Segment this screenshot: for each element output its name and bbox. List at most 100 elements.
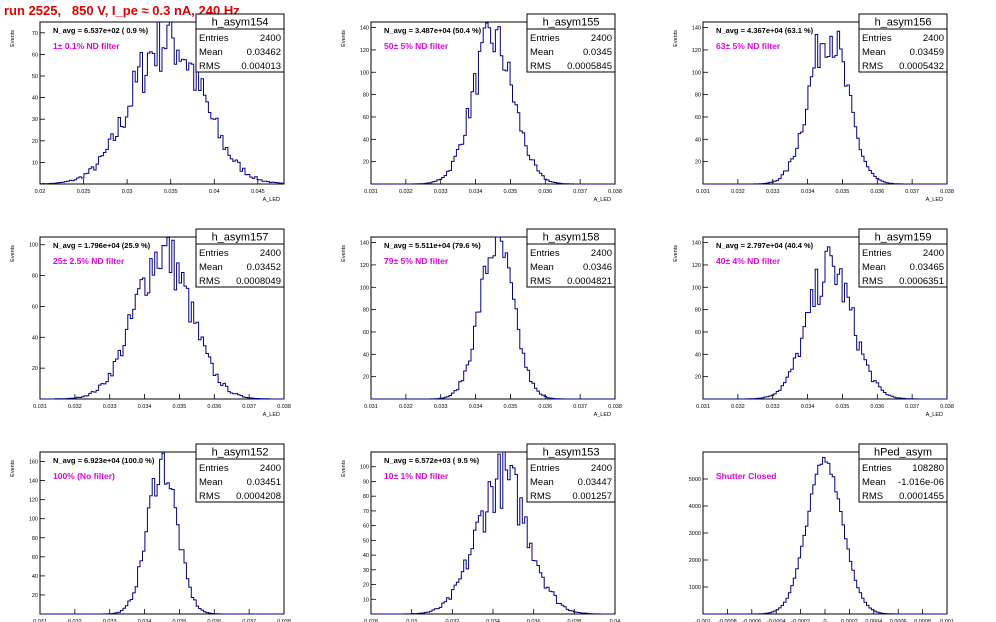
x-tick-label: 0.045 bbox=[251, 189, 265, 195]
y-tick-label: 70 bbox=[32, 31, 38, 37]
y-axis-label: Events bbox=[341, 30, 347, 47]
stats-title: h_asym158 bbox=[543, 232, 600, 244]
y-tick-label: 40 bbox=[32, 96, 38, 102]
stats-value: 0.001257 bbox=[572, 491, 612, 502]
stats-value: 0.03452 bbox=[247, 262, 281, 273]
y-tick-label: 10 bbox=[363, 597, 369, 603]
x-tick-label: 0.031 bbox=[364, 404, 378, 410]
navg-label: N_avg = 6.923e+04 (100.0 %) bbox=[53, 456, 155, 465]
y-tick-label: 1000 bbox=[689, 585, 701, 591]
x-tick-label: 0.031 bbox=[696, 189, 710, 195]
stats-value: 0.0001455 bbox=[899, 491, 944, 502]
stats-box bbox=[526, 443, 616, 503]
plot-frame bbox=[39, 236, 285, 400]
stats-value: 0.0005432 bbox=[899, 61, 944, 72]
x-tick-label: 0.036 bbox=[207, 404, 221, 410]
histogram-series bbox=[703, 30, 947, 185]
x-tick-label: 0.035 bbox=[173, 619, 187, 622]
stats-key: Entries bbox=[199, 463, 229, 474]
x-tick-label: 0.033 bbox=[434, 189, 448, 195]
stats-title: h_asym153 bbox=[543, 447, 600, 459]
stats-key: Mean bbox=[530, 47, 554, 58]
stats-value: 2400 bbox=[591, 248, 612, 259]
filter-note: Shutter Closed bbox=[716, 471, 776, 481]
y-tick-label: 20 bbox=[363, 160, 369, 166]
stats-key: RMS bbox=[862, 61, 883, 72]
histogram-panel-h_asym156: 0.031 0.032 0.033 0.034 0.035 0.036 0.037 0.038… bbox=[673, 13, 954, 203]
stats-value: 0.03462 bbox=[247, 47, 281, 58]
stats-value: 0.0005845 bbox=[567, 61, 612, 72]
navg-label: N_avg = 6.572e+03 ( 9.5 %) bbox=[384, 456, 480, 465]
y-axis-label: Events bbox=[10, 460, 16, 477]
y-axis-label: Events bbox=[341, 460, 347, 477]
stats-key: Entries bbox=[530, 463, 560, 474]
histogram-panel-h_asym157: 0.031 0.032 0.033 0.034 0.035 0.036 0.037 0.038… bbox=[10, 228, 291, 418]
plot-frame bbox=[370, 236, 616, 400]
y-tick-label: 100 bbox=[692, 70, 701, 76]
histogram-panel-h_asym158: 0.031 0.032 0.033 0.034 0.035 0.036 0.037 0.038… bbox=[341, 228, 622, 418]
x-tick-label: 0.031 bbox=[364, 189, 378, 195]
y-tick-label: 60 bbox=[32, 52, 38, 58]
histogram-series bbox=[703, 457, 947, 615]
stats-box bbox=[858, 13, 948, 73]
x-tick-label: 0.031 bbox=[696, 404, 710, 410]
x-tick-label: 0.04 bbox=[610, 619, 621, 622]
x-tick-label: 0.035 bbox=[504, 189, 518, 195]
y-tick-label: 60 bbox=[695, 330, 701, 336]
plot-frame bbox=[702, 21, 948, 185]
x-tick-label: 0.028 bbox=[364, 619, 378, 622]
x-tick-label: 0.037 bbox=[573, 189, 587, 195]
y-tick-label: 60 bbox=[32, 304, 38, 310]
navg-label: N_avg = 4.367e+04 (63.1 %) bbox=[716, 26, 814, 35]
x-tick-label: 0.02 bbox=[35, 189, 46, 195]
stats-box bbox=[195, 228, 285, 288]
x-tick-label: 0 bbox=[823, 619, 826, 622]
x-tick-label: -0.0002 bbox=[791, 619, 810, 622]
x-axis-label: A_LED bbox=[926, 197, 943, 203]
x-tick-label: 0.031 bbox=[33, 619, 47, 622]
stats-value: 0.004013 bbox=[241, 61, 281, 72]
y-tick-label: 50 bbox=[32, 74, 38, 80]
stats-key: Mean bbox=[199, 477, 223, 488]
y-tick-label: 10 bbox=[32, 160, 38, 166]
stats-value: -1.016e-06 bbox=[898, 477, 944, 488]
histogram-series bbox=[40, 452, 284, 615]
x-tick-label: 0.038 bbox=[940, 189, 954, 195]
y-tick-label: 70 bbox=[363, 509, 369, 515]
y-tick-label: 20 bbox=[695, 160, 701, 166]
x-tick-label: 0.036 bbox=[538, 404, 552, 410]
x-tick-label: 0.034 bbox=[801, 404, 815, 410]
stats-value: 0.0006351 bbox=[899, 276, 944, 287]
stats-title: h_asym159 bbox=[875, 232, 932, 244]
stats-value: 2400 bbox=[591, 33, 612, 44]
y-tick-label: 2000 bbox=[689, 558, 701, 564]
y-tick-label: 140 bbox=[692, 26, 701, 32]
x-tick-label: -0.0006 bbox=[742, 619, 761, 622]
navg-label: N_avg = 5.511e+04 (79.6 %) bbox=[384, 241, 481, 250]
stats-key: Mean bbox=[862, 477, 886, 488]
y-tick-label: 40 bbox=[32, 335, 38, 341]
y-tick-label: 80 bbox=[363, 494, 369, 500]
stats-box bbox=[858, 228, 948, 288]
stats-value: 2400 bbox=[260, 248, 281, 259]
plot-frame bbox=[370, 21, 616, 185]
histogram-series bbox=[703, 246, 947, 400]
y-tick-label: 80 bbox=[363, 308, 369, 314]
y-tick-label: 100 bbox=[360, 465, 369, 471]
plot-frame bbox=[39, 21, 285, 185]
y-tick-label: 40 bbox=[363, 352, 369, 358]
x-tick-label: 0.036 bbox=[527, 619, 541, 622]
x-tick-label: 0.032 bbox=[445, 619, 459, 622]
x-tick-label: 0.038 bbox=[277, 404, 291, 410]
y-tick-label: 50 bbox=[363, 538, 369, 544]
stats-key: Entries bbox=[199, 248, 229, 259]
stats-box bbox=[526, 228, 616, 288]
y-axis-label: Events bbox=[10, 30, 16, 47]
stats-key: RMS bbox=[530, 276, 551, 287]
x-tick-label: 0.033 bbox=[434, 404, 448, 410]
filter-note: 100% (No filter) bbox=[53, 471, 115, 481]
stats-title: h_asym157 bbox=[212, 232, 269, 244]
y-tick-label: 160 bbox=[29, 460, 38, 466]
filter-note: 63± 5% ND filter bbox=[716, 41, 781, 51]
y-axis-label: Events bbox=[673, 30, 679, 47]
